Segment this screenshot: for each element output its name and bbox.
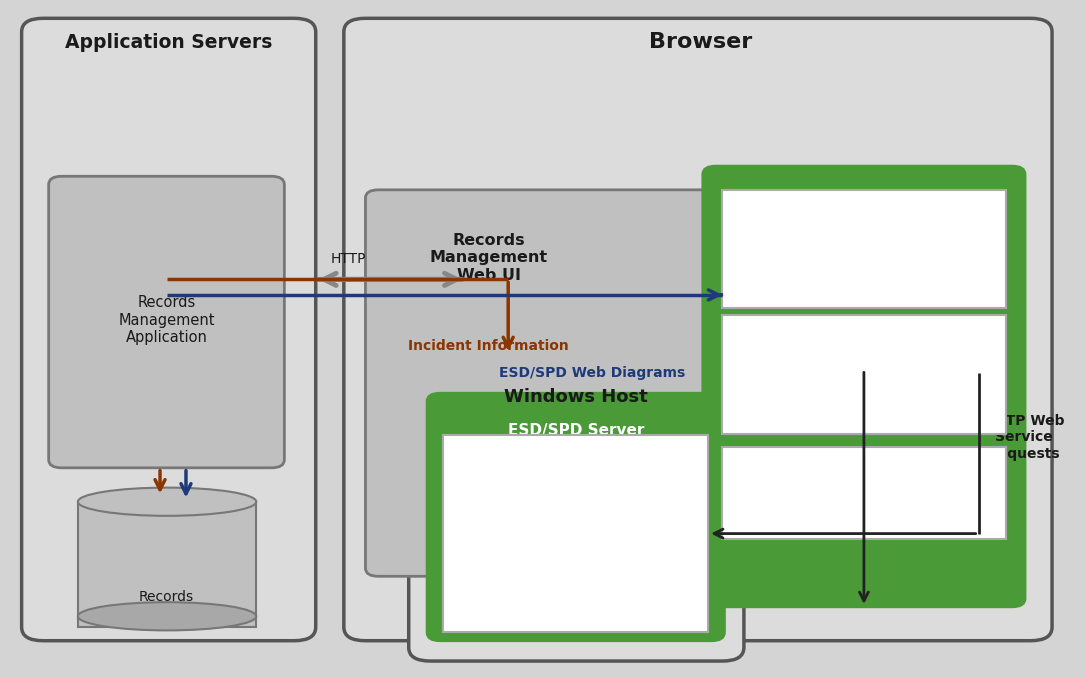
Bar: [722, 315, 1006, 434]
Bar: [722, 447, 1006, 539]
Text: Incident Information: Incident Information: [408, 339, 569, 353]
FancyBboxPatch shape: [408, 370, 744, 661]
Text: ESD/SPD Web Diagrams: ESD/SPD Web Diagrams: [500, 366, 685, 380]
Text: ESD/SPD Web Editor: ESD/SPD Web Editor: [776, 189, 951, 204]
Text: Records
Database: Records Database: [134, 590, 200, 620]
Ellipse shape: [78, 487, 256, 516]
Bar: [78, 502, 256, 627]
FancyBboxPatch shape: [49, 176, 285, 468]
FancyBboxPatch shape: [344, 18, 1052, 641]
Text: HTTP: HTTP: [330, 252, 366, 266]
Text: Windows Host: Windows Host: [504, 388, 648, 405]
Text: Licensing
Templates
Diagram Conversion: Licensing Templates Diagram Conversion: [513, 507, 641, 551]
FancyBboxPatch shape: [427, 393, 724, 641]
Text: API: API: [850, 486, 877, 501]
Text: Records
Management
Application: Records Management Application: [118, 295, 215, 345]
Bar: [443, 435, 708, 632]
Text: Core Diagramming
Engine: Core Diagramming Engine: [805, 361, 923, 389]
Text: Browser: Browser: [649, 32, 753, 52]
Text: Symbol & Template
Libraries: Symbol & Template Libraries: [804, 235, 924, 264]
Text: Records
Management
Web UI: Records Management Web UI: [430, 233, 547, 283]
Ellipse shape: [78, 602, 256, 631]
Text: Application Servers: Application Servers: [65, 33, 273, 52]
Text: ESD/SPD Server: ESD/SPD Server: [508, 423, 644, 438]
Bar: [722, 190, 1006, 308]
Text: ESD/SPD Web Services: ESD/SPD Web Services: [496, 458, 656, 471]
FancyBboxPatch shape: [366, 190, 722, 576]
FancyBboxPatch shape: [22, 18, 316, 641]
Text: HTTP Web
Service
Requests: HTTP Web Service Requests: [984, 414, 1064, 460]
FancyBboxPatch shape: [703, 166, 1025, 607]
